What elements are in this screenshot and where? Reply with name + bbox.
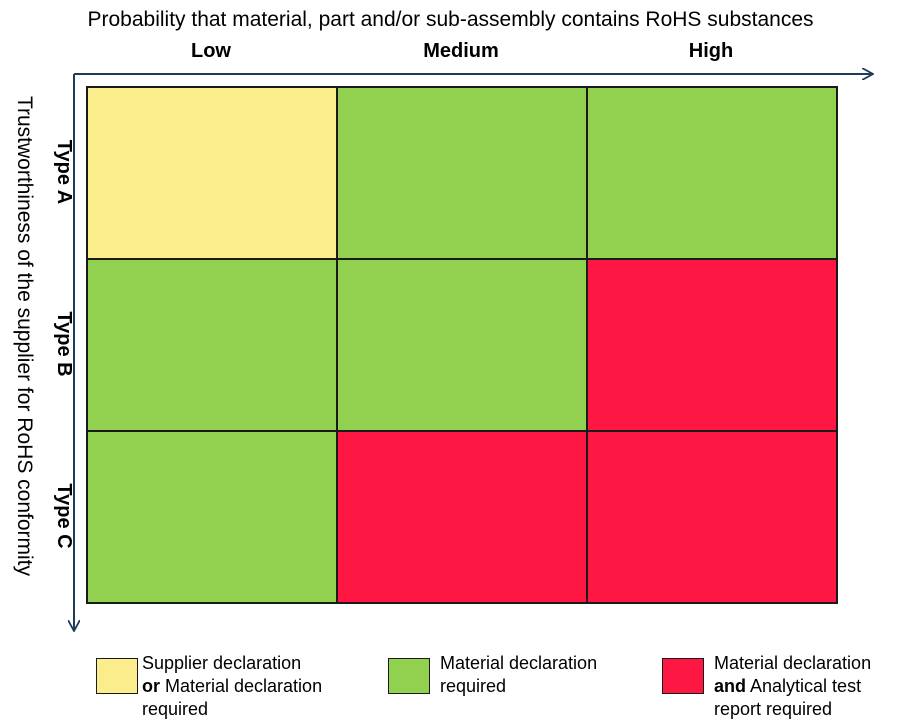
legend-swatch-red — [662, 658, 704, 694]
column-label-high: High — [688, 40, 734, 62]
cell-type-b-high — [587, 259, 837, 431]
legend-swatch-green — [388, 658, 430, 694]
cell-type-c-high — [587, 431, 837, 603]
column-label-low: Low — [191, 40, 231, 62]
cell-type-a-medium — [337, 87, 587, 259]
cell-type-b-medium — [337, 259, 587, 431]
cell-type-a-high — [587, 87, 837, 259]
x-axis-title: Probability that material, part and/or s… — [87, 8, 814, 31]
cell-type-c-low — [87, 431, 337, 603]
legend-swatch-yellow — [96, 658, 138, 694]
cell-type-c-medium — [337, 431, 587, 603]
legend-text-green: Material declaration required — [440, 653, 598, 696]
risk-matrix — [86, 86, 838, 604]
legend-text-red: Material declaration and Analytical test… — [714, 653, 872, 719]
column-label-medium: Medium — [423, 40, 499, 62]
cell-type-b-low — [87, 259, 337, 431]
legend-text-yellow: Supplier declaration or Material declara… — [142, 653, 323, 719]
cell-type-a-low — [87, 87, 337, 259]
